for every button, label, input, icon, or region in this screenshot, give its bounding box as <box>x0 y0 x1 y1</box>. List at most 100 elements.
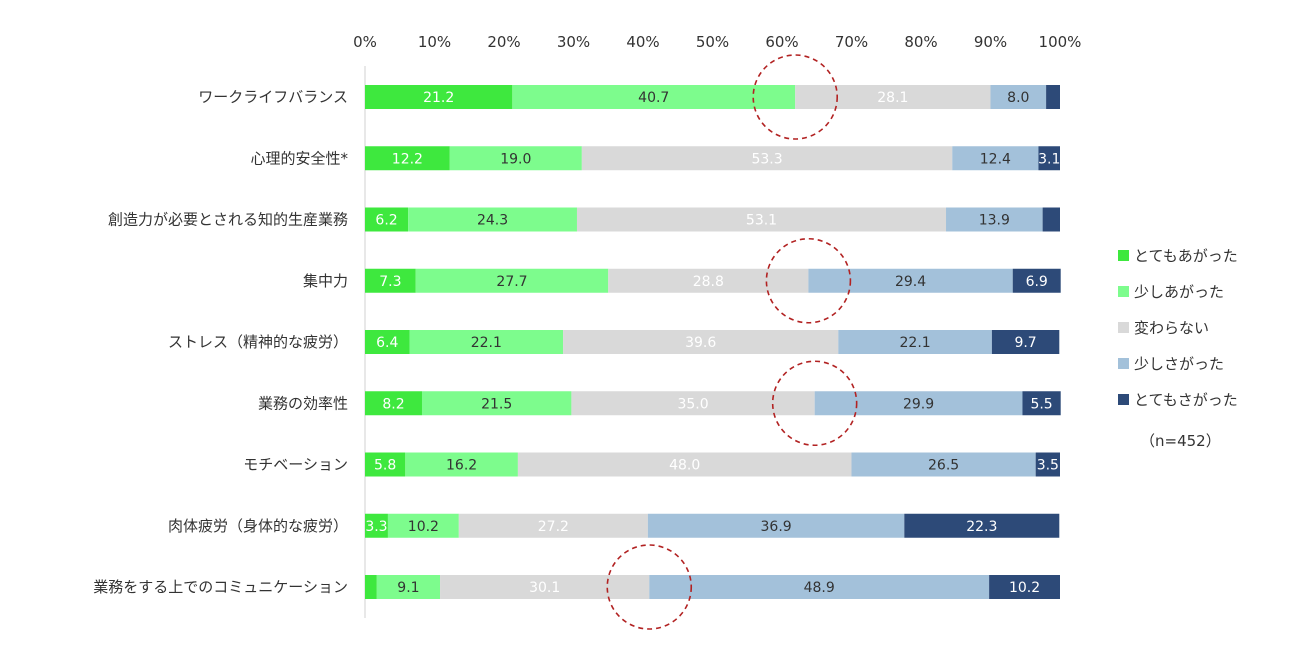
highlight-circle <box>752 54 839 140</box>
x-tick-label: 80% <box>904 33 937 51</box>
legend-label: とてもあがった <box>1134 247 1238 265</box>
data-label: 39.6 <box>685 335 716 351</box>
bar-segment <box>989 575 1060 599</box>
bar-segment <box>1038 146 1060 171</box>
bar-segment <box>581 146 953 171</box>
bar-segment <box>952 146 1039 171</box>
bar-segment <box>838 330 992 354</box>
bar-segment <box>990 85 1047 109</box>
data-label: 7.3 <box>379 274 401 290</box>
x-tick-label: 60% <box>765 33 798 51</box>
bar-segment <box>365 575 377 599</box>
bar-segment <box>440 575 650 599</box>
bar-segment <box>512 85 796 109</box>
x-tick-label: 100% <box>1039 33 1082 51</box>
data-label: 6.2 <box>375 213 397 229</box>
bar-segment <box>365 513 388 538</box>
bar-segment <box>365 268 416 293</box>
bar-segment <box>365 85 513 109</box>
bar-segment <box>1012 268 1061 293</box>
data-label: 12.2 <box>392 151 423 167</box>
data-label: 53.1 <box>746 213 777 229</box>
data-label: 19.0 <box>500 151 531 167</box>
data-label: 21.2 <box>423 90 454 106</box>
bar-segment <box>563 330 839 354</box>
bar-segment <box>608 268 809 293</box>
bar-segment <box>365 330 410 354</box>
bar-segment <box>365 207 409 232</box>
category-label: 心理的安全性* <box>250 149 348 167</box>
x-tick-label: 0% <box>353 33 377 51</box>
bar-segment <box>365 146 450 171</box>
bar-segment <box>409 330 564 354</box>
bar-segment <box>1046 85 1060 109</box>
data-label: 8.2 <box>382 396 404 412</box>
data-label: 48.0 <box>669 458 700 474</box>
data-label: 16.2 <box>446 458 477 474</box>
bar-segment <box>421 391 572 416</box>
x-tick-label: 40% <box>626 33 659 51</box>
bar-segment <box>814 391 1023 416</box>
bar-segment <box>795 85 991 109</box>
bar-segment <box>415 268 609 293</box>
x-tick-label: 50% <box>696 33 729 51</box>
x-tick-label: 10% <box>418 33 451 51</box>
data-label: 27.2 <box>538 519 569 535</box>
data-label: 21.5 <box>481 396 512 412</box>
category-label: 肉体疲労（身体的な疲労） <box>168 517 348 535</box>
data-label: 22.1 <box>900 335 931 351</box>
data-label: 48.9 <box>804 580 835 596</box>
bar-segment <box>946 207 1043 232</box>
bar-segment <box>1035 452 1060 477</box>
bar-segment <box>1022 391 1061 416</box>
data-label: 13.9 <box>979 213 1010 229</box>
legend-swatch <box>1118 394 1129 405</box>
data-label: 3.5 <box>1037 458 1059 474</box>
bar-segment <box>365 452 406 477</box>
bar-segment <box>458 513 648 538</box>
data-label: 40.7 <box>638 90 669 106</box>
data-label: 9.1 <box>397 580 419 596</box>
legend-label: とてもさがった <box>1134 391 1238 409</box>
highlight-circle <box>765 237 852 324</box>
bar-segment <box>376 575 441 599</box>
data-label: 22.1 <box>471 335 502 351</box>
bar-segment <box>904 513 1060 538</box>
bar-segment <box>517 452 852 477</box>
bar-segment <box>647 513 905 538</box>
data-label: 3.1 <box>1038 151 1060 167</box>
bar-segment <box>576 207 947 232</box>
data-label: 10.2 <box>1009 580 1040 596</box>
bar-segment <box>1042 207 1060 232</box>
legend-swatch <box>1118 358 1129 369</box>
data-label: 8.0 <box>1007 90 1029 106</box>
data-label: 27.7 <box>496 274 527 290</box>
highlight-circle <box>606 544 693 630</box>
highlight-circle <box>771 360 858 447</box>
bar-segment <box>649 575 990 599</box>
x-tick-label: 90% <box>974 33 1007 51</box>
x-tick-label: 70% <box>835 33 868 51</box>
x-tick-label: 30% <box>557 33 590 51</box>
category-label: 創造力が必要とされる知的生産業務 <box>108 211 348 229</box>
x-tick-label: 20% <box>487 33 520 51</box>
category-label: 集中力 <box>303 272 348 290</box>
data-label: 22.3 <box>966 519 997 535</box>
data-label: 5.8 <box>374 458 396 474</box>
data-label: 12.4 <box>980 151 1011 167</box>
data-label: 53.3 <box>751 151 782 167</box>
bar-segment <box>405 452 518 477</box>
data-label: 10.2 <box>408 519 439 535</box>
legend-swatch <box>1118 250 1129 261</box>
data-label: 3.3 <box>365 519 387 535</box>
legend-label: 少しさがった <box>1134 355 1224 373</box>
data-label: 5.5 <box>1030 396 1052 412</box>
data-label: 28.8 <box>693 274 724 290</box>
legend-swatch <box>1118 286 1129 297</box>
bar-segment <box>387 513 459 538</box>
data-label: 29.9 <box>903 396 934 412</box>
data-label: 28.1 <box>877 90 908 106</box>
bar-segment <box>408 207 577 232</box>
data-label: 26.5 <box>928 458 959 474</box>
